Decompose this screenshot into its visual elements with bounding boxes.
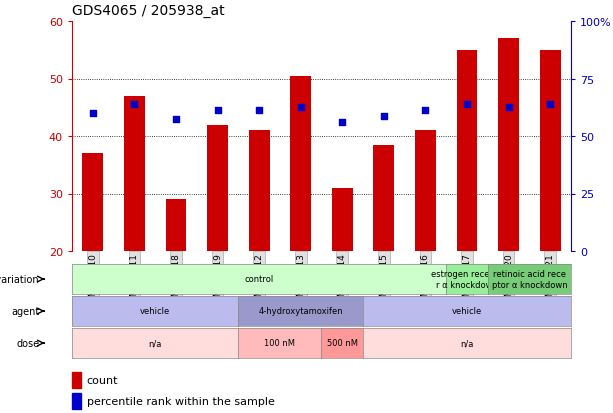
Text: 500 nM: 500 nM <box>327 339 358 348</box>
Bar <box>124 97 145 252</box>
Point <box>88 110 97 117</box>
Text: vehicle: vehicle <box>140 307 170 316</box>
Text: genotype/variation: genotype/variation <box>0 274 40 284</box>
Bar <box>72 373 81 388</box>
Text: dose: dose <box>17 338 40 348</box>
Bar <box>291 76 311 252</box>
Bar <box>498 39 519 252</box>
Point <box>337 119 347 126</box>
Text: percentile rank within the sample: percentile rank within the sample <box>86 396 275 406</box>
Text: retinoic acid rece
ptor α knockdown: retinoic acid rece ptor α knockdown <box>492 270 567 289</box>
Bar <box>82 154 103 252</box>
Text: count: count <box>86 375 118 385</box>
Bar <box>332 188 352 252</box>
Text: control: control <box>245 275 274 284</box>
Text: GDS4065 / 205938_at: GDS4065 / 205938_at <box>72 4 224 18</box>
Bar <box>540 51 561 252</box>
Point <box>421 107 430 114</box>
Point <box>296 104 306 111</box>
Point <box>171 116 181 123</box>
Text: n/a: n/a <box>148 339 162 348</box>
Point <box>213 107 223 114</box>
Bar <box>249 131 270 252</box>
Text: 4-hydroxytamoxifen: 4-hydroxytamoxifen <box>259 307 343 316</box>
Point <box>546 102 555 109</box>
Bar <box>373 145 394 252</box>
Text: agent: agent <box>12 306 40 316</box>
Point <box>462 102 472 109</box>
Point <box>254 107 264 114</box>
Bar <box>72 393 81 409</box>
Text: 100 nM: 100 nM <box>264 339 295 348</box>
Bar <box>415 131 436 252</box>
Point <box>129 102 139 109</box>
Text: estrogen recepto
r α knockdown: estrogen recepto r α knockdown <box>431 270 503 289</box>
Bar <box>166 200 186 252</box>
Point <box>379 113 389 120</box>
Bar <box>207 125 228 252</box>
Bar <box>457 51 478 252</box>
Text: n/a: n/a <box>460 339 474 348</box>
Text: vehicle: vehicle <box>452 307 482 316</box>
Point <box>504 104 514 111</box>
